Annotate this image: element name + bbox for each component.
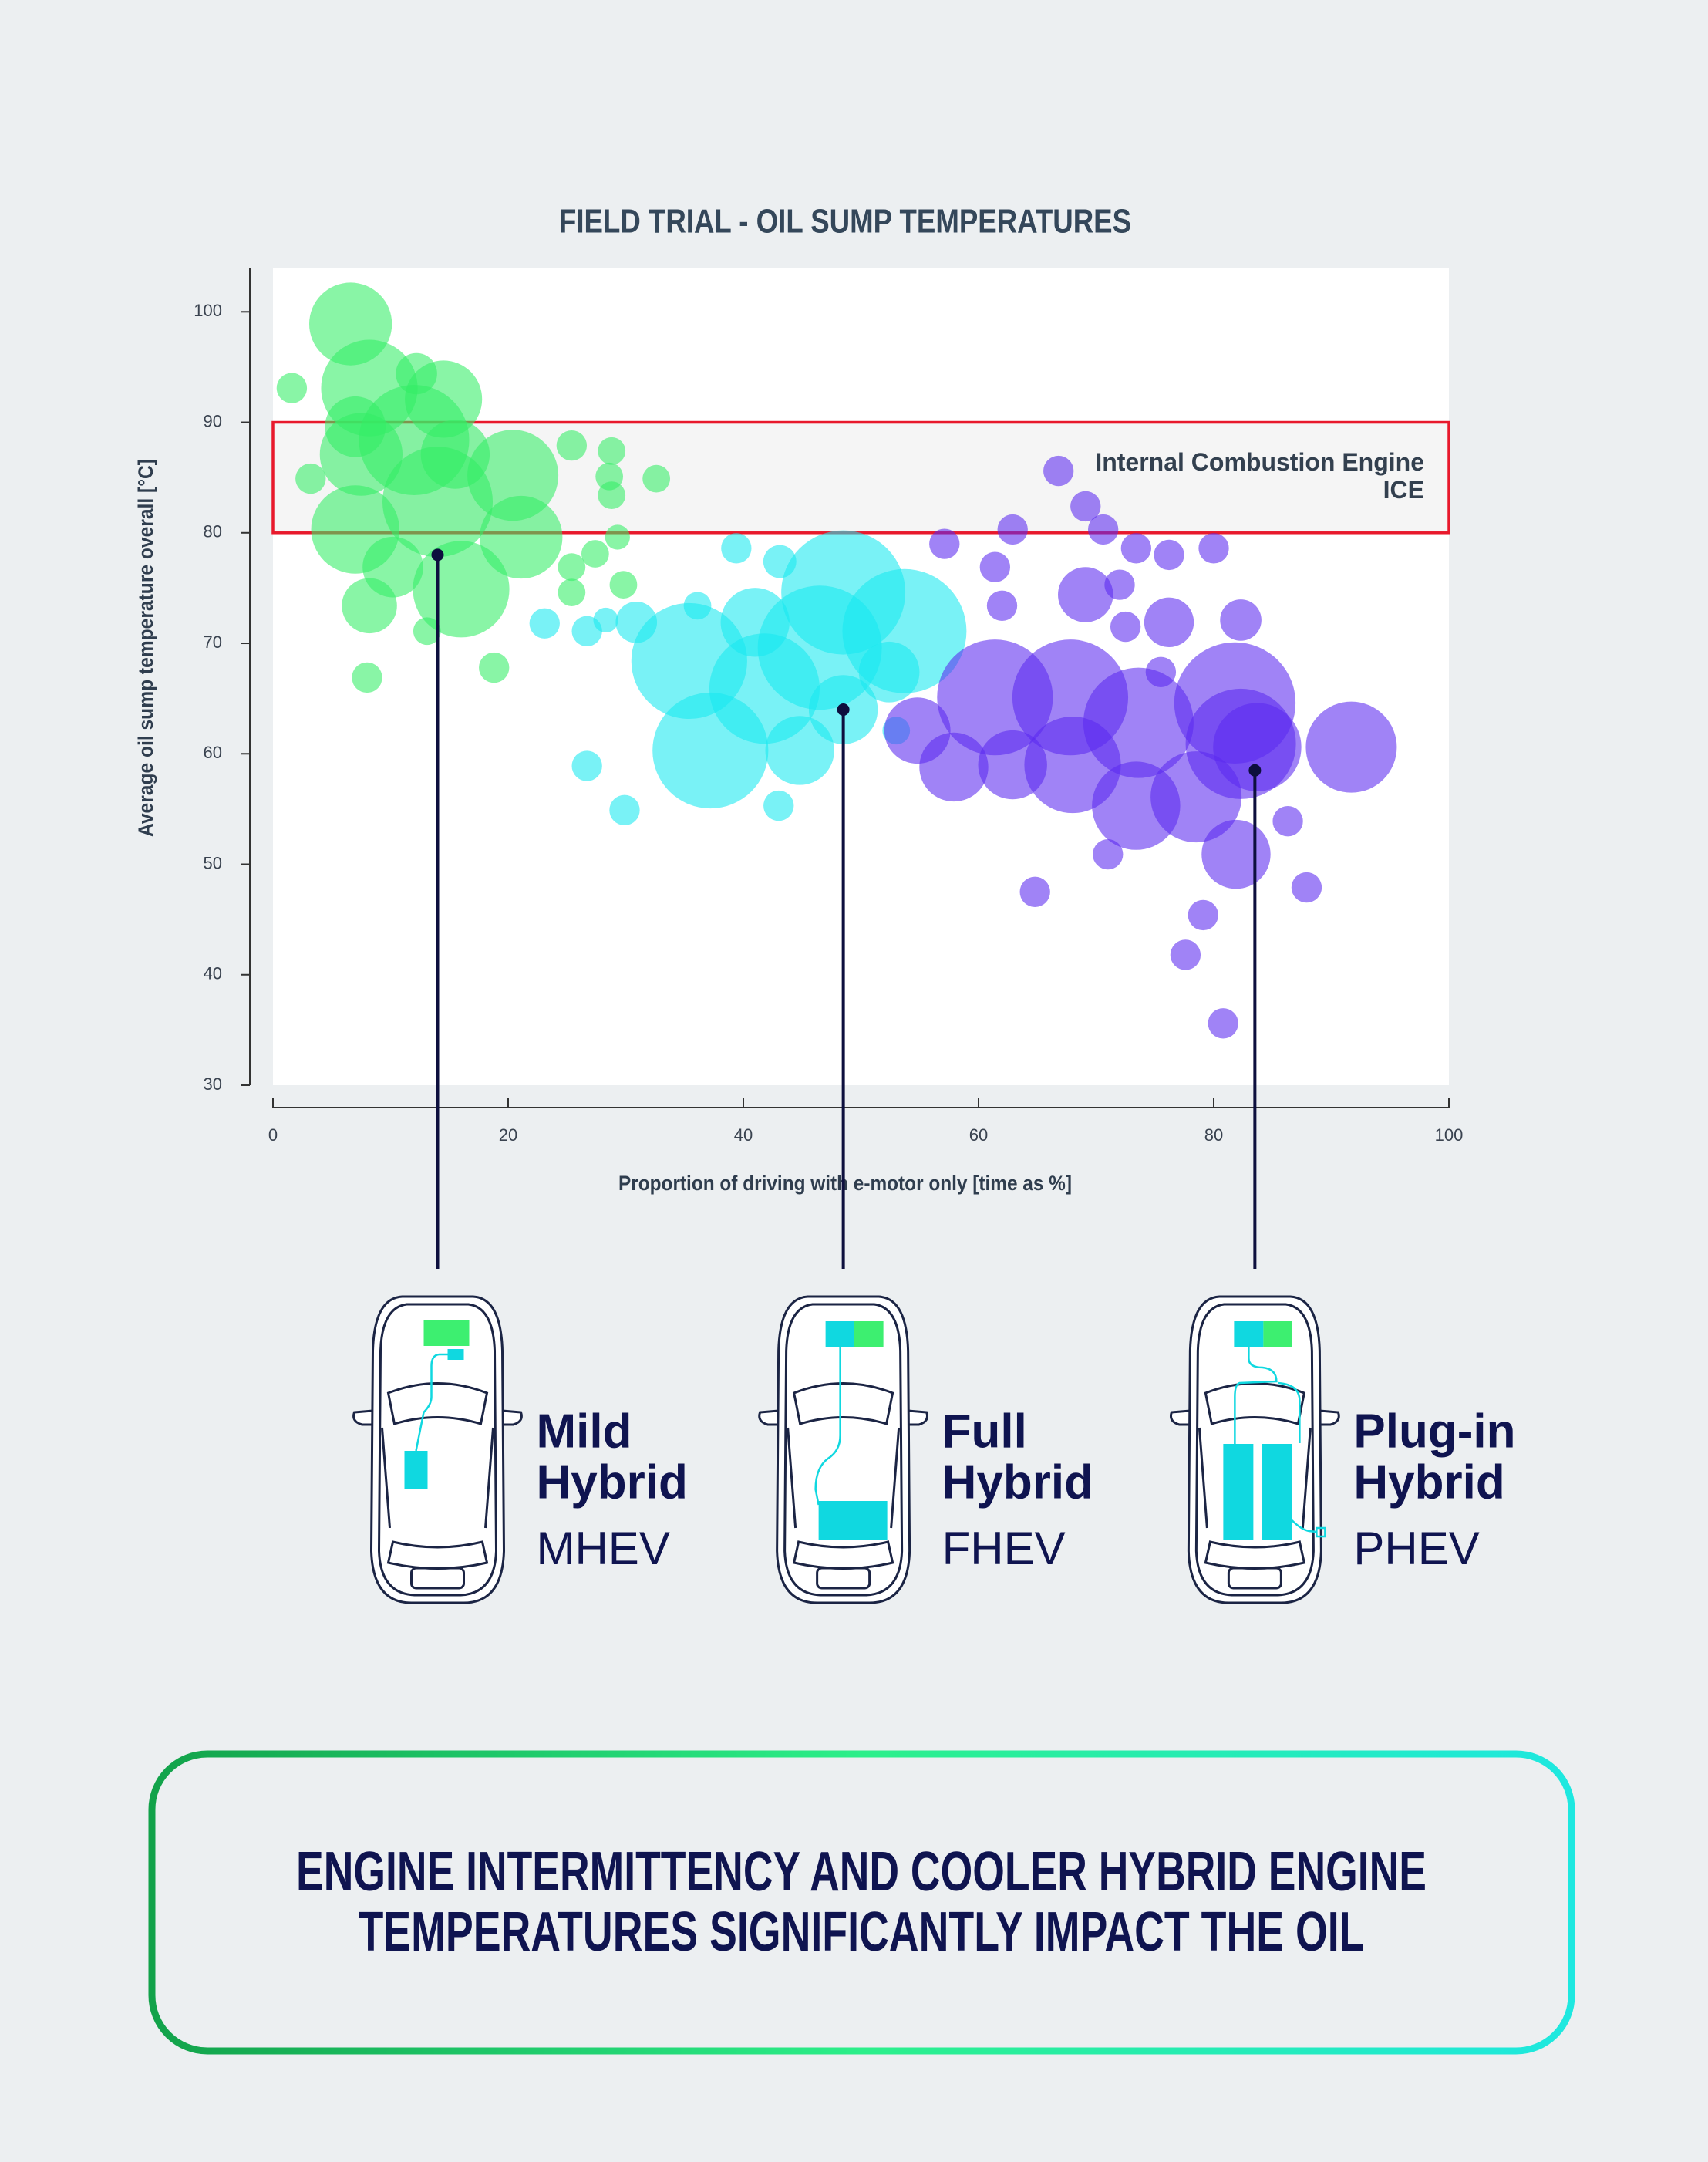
car-icon — [758, 1295, 929, 1604]
car-label: Mild — [537, 1405, 632, 1458]
car-label: Hybrid — [1353, 1455, 1504, 1509]
bubble — [319, 413, 403, 496]
x-tick-label: 0 — [268, 1125, 278, 1145]
y-tick-label: 60 — [204, 743, 222, 762]
car-icon — [352, 1295, 523, 1604]
bubble — [1043, 455, 1074, 487]
bubble — [1198, 533, 1229, 564]
bubble — [1213, 703, 1302, 791]
bubble — [529, 608, 560, 639]
y-tick-label: 50 — [204, 853, 222, 872]
bubble — [986, 590, 1018, 621]
bubble — [558, 578, 586, 607]
bubble — [1019, 876, 1050, 907]
pointer-dot — [1248, 764, 1262, 777]
bubble — [342, 578, 397, 634]
bubble — [1070, 491, 1101, 522]
bubble — [581, 540, 609, 568]
bubble — [598, 481, 626, 509]
bubble — [1305, 701, 1397, 793]
bubble — [295, 463, 326, 494]
car-label: Plug-in — [1353, 1405, 1515, 1458]
legend-entry: FHEV — [942, 1523, 1066, 1574]
bubble — [721, 533, 752, 564]
bubble — [652, 692, 769, 809]
pointer-dot — [431, 548, 444, 562]
bubble — [1188, 899, 1218, 931]
y-tick-label: 70 — [204, 632, 222, 652]
car-label: Full — [942, 1405, 1027, 1458]
y-tick-label: 40 — [204, 964, 222, 983]
y-axis-title: Average oil sump temperature overall [°C… — [134, 459, 157, 837]
bubble — [1272, 805, 1303, 837]
legend-entry: MHEV — [537, 1523, 670, 1574]
x-tick-label: 60 — [969, 1125, 988, 1145]
bubble — [480, 495, 563, 579]
bubble — [609, 571, 638, 599]
fhev-parts — [814, 1321, 888, 1540]
pointer-dot — [837, 703, 850, 716]
y-tick-label: 100 — [194, 301, 222, 320]
car-label: Hybrid — [942, 1455, 1093, 1509]
bubble — [276, 373, 308, 403]
bubble — [571, 616, 602, 646]
bubble — [609, 794, 640, 825]
bubble — [997, 514, 1028, 545]
x-tick-label: 40 — [734, 1125, 753, 1145]
bubble — [1087, 514, 1119, 545]
y-tick-label: 30 — [204, 1074, 222, 1094]
x-axis-title: Proportion of driving with e-motor only … — [618, 1172, 1072, 1195]
bubble — [605, 524, 630, 550]
bubble — [1208, 1008, 1238, 1039]
bubble — [556, 430, 588, 461]
mhev-parts — [404, 1320, 470, 1489]
x-tick-label: 80 — [1204, 1125, 1223, 1145]
car-label: Hybrid — [537, 1455, 688, 1509]
bubble — [1150, 751, 1242, 843]
ice-label: ICE — [1383, 476, 1424, 504]
bubble — [1144, 597, 1194, 647]
bubble — [382, 447, 494, 558]
x-tick-label: 20 — [499, 1125, 517, 1145]
bubble — [413, 617, 441, 646]
bubble — [1058, 567, 1113, 622]
bubble — [919, 732, 989, 802]
legend-entry: PHEV — [1353, 1523, 1479, 1574]
bubble — [352, 662, 382, 693]
bubble — [558, 553, 586, 582]
ice-label: Internal Combustion Engine — [1095, 448, 1424, 476]
bubble — [1220, 599, 1262, 641]
y-tick-label: 90 — [204, 411, 222, 430]
bubble — [479, 652, 510, 683]
bubble — [929, 528, 960, 559]
bubble — [642, 464, 671, 493]
car-icon — [1169, 1295, 1340, 1604]
bubble — [1291, 872, 1322, 903]
chart-title: FIELD TRIAL - OIL SUMP TEMPERATURES — [559, 203, 1131, 241]
bubble — [1110, 611, 1141, 643]
bubble — [571, 750, 602, 781]
bubble — [1154, 539, 1184, 571]
bubble — [1120, 533, 1152, 564]
footer-line: TEMPERATURES SIGNIFICANTLY IMPACT THE OI… — [359, 1901, 1365, 1963]
bubble — [1201, 819, 1271, 889]
message-box — [148, 1750, 1575, 2055]
bubble — [979, 551, 1011, 582]
footer-line: ENGINE INTERMITTENCY AND COOLER HYBRID E… — [296, 1841, 1427, 1903]
bubble — [765, 716, 834, 785]
y-tick-label: 80 — [204, 522, 222, 541]
bubble — [598, 437, 626, 465]
x-tick-label: 100 — [1435, 1125, 1464, 1145]
bubble — [763, 790, 794, 821]
bubble — [858, 641, 920, 703]
bubble — [1170, 939, 1201, 970]
phev-parts — [1223, 1321, 1326, 1540]
bubble — [1093, 838, 1124, 870]
